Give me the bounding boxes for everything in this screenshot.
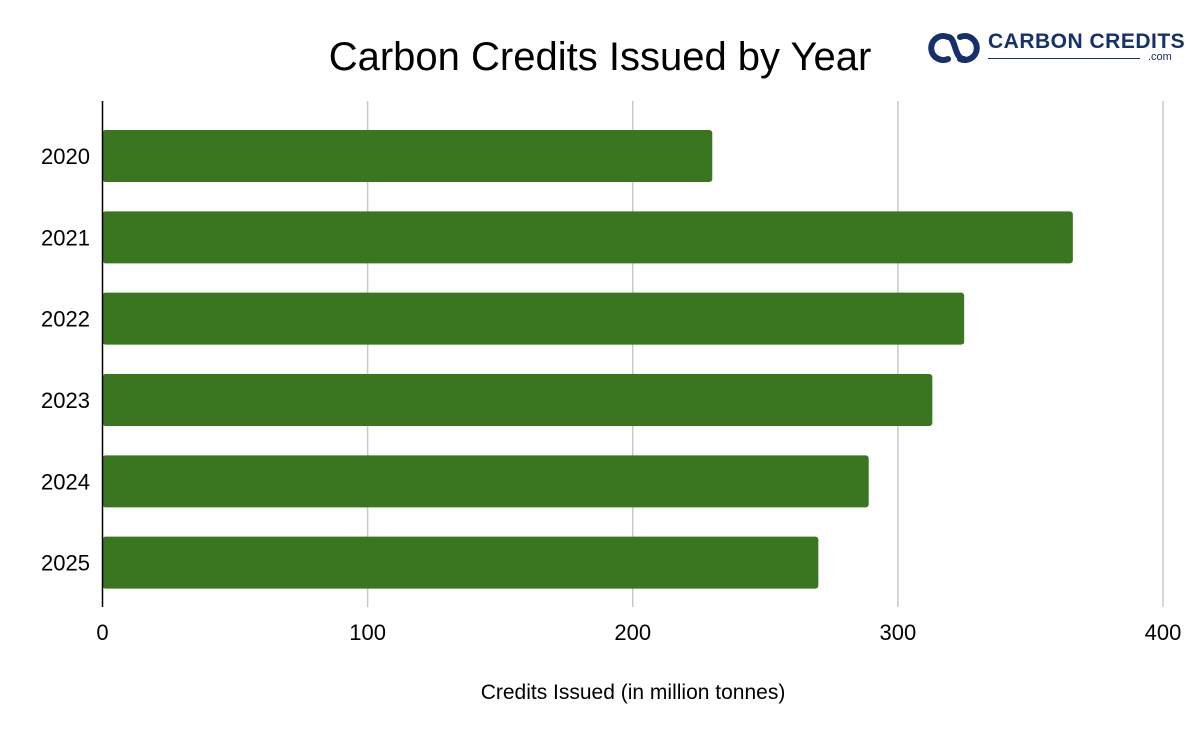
y-tick-label: 2022 — [41, 307, 90, 332]
y-tick-label: 2020 — [41, 144, 90, 169]
y-tick-label: 2023 — [41, 388, 90, 413]
logo-underline — [988, 58, 1140, 59]
x-tick-label: 200 — [614, 620, 651, 645]
bar-2025 — [102, 536, 819, 589]
y-tick-label: 2021 — [41, 225, 90, 250]
chart-title: Carbon Credits Issued by Year — [329, 35, 872, 79]
y-tick-label: 2025 — [41, 551, 90, 576]
bar-2023 — [102, 374, 933, 426]
x-tick-labels: 0 100 200 300 400 — [96, 620, 1181, 645]
logo-suffix: .com — [1148, 51, 1172, 63]
y-tick-labels: 2020 2021 2022 2023 2024 2025 — [41, 144, 90, 576]
x-tick-label: 400 — [1145, 620, 1182, 645]
x-tick-label: 100 — [349, 620, 386, 645]
bar-2024 — [102, 455, 869, 508]
bars — [102, 130, 1073, 589]
carbon-credits-logo-icon — [928, 33, 980, 63]
bar-2021 — [102, 211, 1073, 264]
x-axis-title: Credits Issued (in million tonnes) — [481, 681, 786, 704]
x-tick-label: 300 — [880, 620, 917, 645]
bar-2020 — [102, 130, 713, 182]
bar-2022 — [102, 292, 965, 345]
carbon-credits-logo: CARBON CREDITS .com — [926, 28, 1185, 68]
gridlines — [366, 101, 1164, 607]
y-tick-label: 2024 — [41, 469, 90, 494]
x-tick-label: 0 — [96, 620, 108, 645]
logo-name: CARBON CREDITS — [988, 30, 1186, 53]
